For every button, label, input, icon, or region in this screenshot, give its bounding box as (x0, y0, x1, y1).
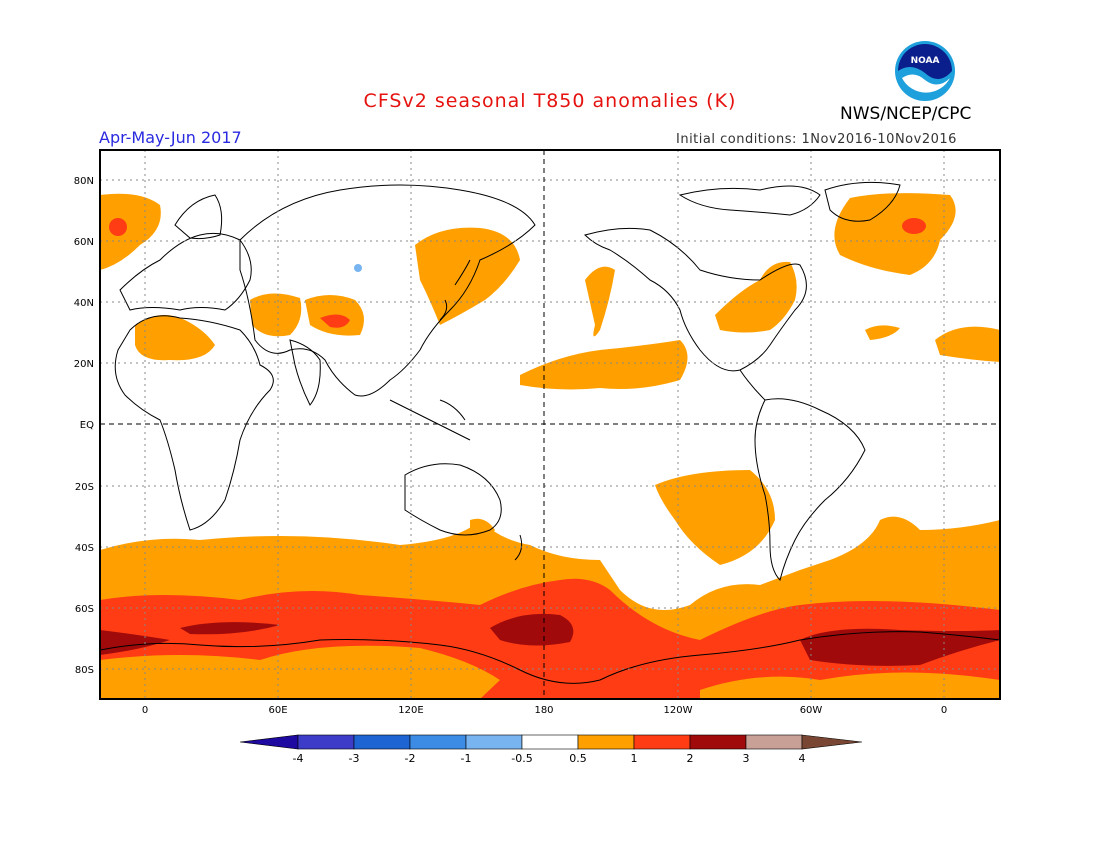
shade-05-npac (520, 340, 688, 390)
shade-05-natl-east (100, 193, 161, 270)
colorbar-swatch (521, 734, 579, 750)
coast-south-america (754, 398, 866, 581)
coast-central-america (739, 369, 766, 401)
shade-05-nam (715, 261, 797, 333)
map-title: CFSv2 seasonal T850 anomalies (K) (363, 90, 737, 112)
lon-label: 60E (268, 705, 287, 716)
colorbar-label: 0.5 (569, 752, 587, 765)
shade-05-antarctic-b (700, 672, 1000, 699)
noaa-logo: NOAA (894, 40, 956, 102)
colorbar-label: 2 (687, 752, 694, 765)
lat-axis: 80N 60N 40N 20N EQ 20S 40S 60S 80S (74, 176, 94, 676)
shade-05-swpac (470, 518, 495, 542)
colorbar-arrow-high (801, 734, 863, 750)
shade-05-nafrica (135, 315, 215, 361)
shade-2-south-c (490, 613, 574, 646)
colorbar-label: 4 (799, 752, 806, 765)
lat-label: 80N (74, 176, 94, 187)
shade-1-casia (320, 314, 350, 328)
coast-europe (119, 232, 252, 311)
shade-05-natl-west (834, 193, 956, 275)
lat-label: 20S (75, 482, 94, 493)
colorbar-label: -0.5 (511, 752, 532, 765)
anomaly-shading (100, 193, 1000, 699)
lat-label: 20N (74, 359, 94, 370)
lon-label: 120W (664, 705, 693, 716)
lon-label: 60W (800, 705, 823, 716)
colorbar-arrow-low (239, 734, 299, 750)
colorbar-swatch (465, 734, 523, 750)
shade-2-south-b (180, 622, 280, 635)
coast-antarctica (100, 631, 1000, 684)
colorbar-label: 3 (743, 752, 750, 765)
coast-scandinavia (174, 194, 223, 240)
coast-nz (514, 534, 523, 561)
colorbar-swatch (353, 734, 411, 750)
lon-axis: 0 60E 120E 180 120W 60W 0 (142, 705, 947, 716)
shade-05-antarctic-a (100, 645, 500, 699)
shade-1-natl-west (902, 218, 926, 234)
coast-india (289, 339, 321, 406)
lon-label: 180 (534, 705, 553, 716)
shade-05-mideast (250, 293, 302, 337)
gridlines (100, 150, 1000, 699)
coast-asia (239, 184, 536, 397)
initial-conditions: Initial conditions: 1Nov2016-10Nov2016 (676, 132, 957, 147)
coast-seasia-islands (389, 399, 471, 441)
coast-canada-arctic (678, 185, 821, 216)
lat-label: 40N (74, 298, 94, 309)
colorbar-swatch (689, 734, 747, 750)
shade-neg05-casia (354, 264, 362, 272)
lat-label: EQ (80, 420, 94, 431)
colorbar-swatch (633, 734, 691, 750)
lat-label: 40S (75, 543, 94, 554)
shade-2-south-a (100, 630, 170, 655)
forecast-period: Apr-May-Jun 2017 (99, 128, 242, 147)
coast-australia (404, 463, 502, 536)
map-frame (99, 149, 1001, 700)
svg-text:NOAA: NOAA (911, 56, 940, 66)
colorbar: -4 -3 -2 -1 -0.5 0.5 1 2 3 4 (239, 734, 863, 765)
agency-label: NWS/NCEP/CPC (840, 104, 972, 124)
coast-africa (114, 315, 274, 531)
lat-label: 60N (74, 237, 94, 248)
coastlines (100, 181, 1000, 684)
lon-label: 120E (398, 705, 423, 716)
coast-north-america (584, 227, 807, 372)
shade-1-natl-east (109, 218, 127, 236)
lon-label: 0 (142, 705, 148, 716)
colorbar-label: -2 (405, 752, 416, 765)
colorbar-label: 1 (631, 752, 638, 765)
colorbar-swatch (409, 734, 467, 750)
shade-2-south-d (800, 628, 1000, 666)
colorbar-swatch (745, 734, 803, 750)
lat-label: 60S (75, 604, 94, 615)
colorbar-swatch (297, 734, 355, 750)
shade-05-spac (655, 470, 775, 565)
colorbar-label: -3 (349, 752, 360, 765)
lat-label: 80S (75, 665, 94, 676)
shade-05-iberia (935, 326, 1000, 362)
colorbar-swatch (577, 734, 635, 750)
coast-japan (439, 259, 471, 321)
lon-label: 0 (941, 705, 947, 716)
shade-05-easia (415, 227, 520, 325)
colorbar-label: -1 (461, 752, 472, 765)
shade-05-atl-sub (865, 325, 900, 340)
coast-greenland (824, 181, 901, 222)
colorbar-label: -4 (293, 752, 304, 765)
